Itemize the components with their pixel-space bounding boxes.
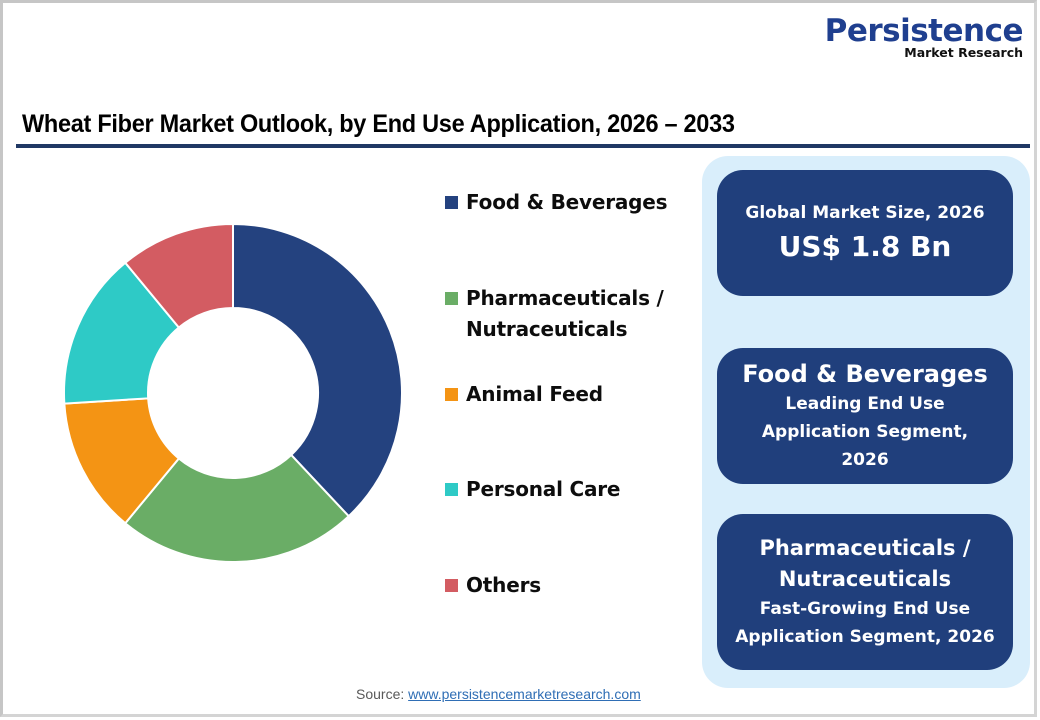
fastest-segment-card: Pharmaceuticals / Nutraceuticals Fast-Gr… xyxy=(717,514,1013,670)
legend-swatch-icon xyxy=(445,579,458,592)
legend-label: Others xyxy=(466,573,541,597)
logo-sub-text: Market Research xyxy=(904,45,1023,60)
source-note: Source: www.persistencemarketresearch.co… xyxy=(356,686,641,702)
title-underline xyxy=(16,144,1030,148)
legend-label: Food & Beverages xyxy=(466,190,668,214)
leading-segment-desc-3: 2026 xyxy=(841,450,889,470)
fastest-segment-name-1: Pharmaceuticals / xyxy=(759,536,971,560)
legend-swatch-icon xyxy=(445,196,458,209)
legend-label: Personal Care xyxy=(466,477,621,501)
market-size-value: US$ 1.8 Bn xyxy=(778,230,952,263)
market-size-label: Global Market Size, 2026 xyxy=(745,203,985,223)
donut-slice-food-beverages xyxy=(232,222,403,518)
legend-swatch-icon xyxy=(445,292,458,305)
legend-label: Pharmaceuticals / Nutraceuticals xyxy=(466,286,664,341)
fastest-segment-name-2: Nutraceuticals xyxy=(778,567,952,591)
donut-slice-others xyxy=(123,222,234,329)
legend-item-others: Others xyxy=(445,570,541,601)
leading-segment-desc-2: Application Segment, xyxy=(761,422,969,442)
persistence-logo: Persistence Market Research xyxy=(824,13,1024,60)
chart-title: Wheat Fiber Market Outlook, by End Use A… xyxy=(22,110,735,138)
legend-item-food-beverages: Food & Beverages xyxy=(445,187,668,218)
source-label: Source: xyxy=(356,686,405,702)
legend-label: Animal Feed xyxy=(466,382,603,406)
donut-chart xyxy=(63,222,403,563)
legend-swatch-icon xyxy=(445,483,458,496)
market-size-card: Global Market Size, 2026 US$ 1.8 Bn xyxy=(717,170,1013,296)
legend-item-pharmaceuticals: Pharmaceuticals / Nutraceuticals xyxy=(445,283,664,345)
legend-item-animal-feed: Animal Feed xyxy=(445,379,603,410)
highlights-panel: Global Market Size, 2026 US$ 1.8 Bn Food… xyxy=(702,156,1030,688)
leading-segment-card: Food & Beverages Leading End Use Applica… xyxy=(717,348,1013,484)
donut-slice-pharmaceuticals-nutraceuticals xyxy=(123,453,351,563)
logo-main-text: Persistence xyxy=(824,13,1024,49)
leading-segment-desc-1: Leading End Use xyxy=(785,394,945,414)
source-link[interactable]: www.persistencemarketresearch.com xyxy=(408,686,641,702)
legend-item-personal-care: Personal Care xyxy=(445,474,620,505)
fastest-segment-desc-1: Fast-Growing End Use xyxy=(759,599,971,619)
fastest-segment-desc-2: Application Segment, 2026 xyxy=(735,627,995,647)
legend-swatch-icon xyxy=(445,388,458,401)
leading-segment-name: Food & Beverages xyxy=(742,360,988,388)
